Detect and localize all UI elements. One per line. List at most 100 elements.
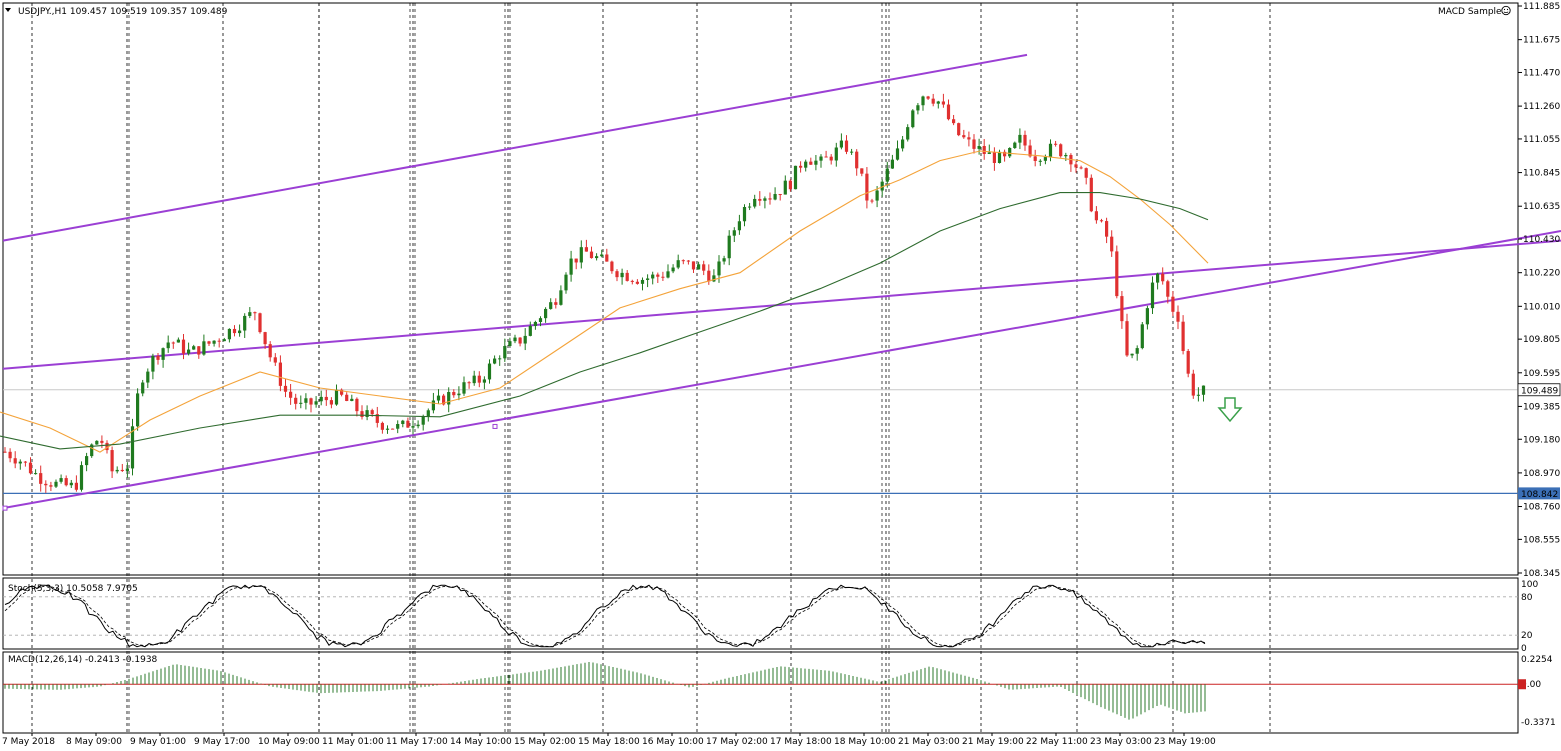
candle-body xyxy=(666,271,670,278)
stochastic-panel[interactable] xyxy=(3,584,1518,648)
candle-body xyxy=(85,456,89,466)
candle-body xyxy=(941,101,945,105)
candle-body xyxy=(375,414,379,423)
candle-body xyxy=(569,258,573,275)
candle-body xyxy=(773,194,777,200)
candle-body xyxy=(467,382,471,384)
price-label: 108.345 xyxy=(1523,569,1560,579)
candle-body xyxy=(906,127,910,140)
candle-body xyxy=(620,272,624,278)
candle-body xyxy=(385,428,390,430)
time-label: 9 May 01:00 xyxy=(130,737,186,747)
candle-body xyxy=(1038,160,1042,162)
candle-body xyxy=(885,168,889,182)
candle-body xyxy=(207,341,211,344)
candle-body xyxy=(1156,273,1160,283)
candle-body xyxy=(712,275,716,282)
candle-body xyxy=(120,469,124,471)
candle-body xyxy=(49,485,53,487)
candle-body xyxy=(625,272,629,281)
price-panel[interactable] xyxy=(0,53,1561,511)
candle-body xyxy=(202,341,206,355)
candle-body xyxy=(44,483,48,486)
candle-body xyxy=(605,254,609,262)
dropdown-triangle-icon[interactable] xyxy=(5,8,11,12)
candle-body xyxy=(294,397,298,404)
candle-body xyxy=(1084,168,1088,178)
candle-body xyxy=(1110,236,1114,252)
candle-body xyxy=(125,468,129,471)
ma-fast-line xyxy=(0,150,1209,453)
candle-body xyxy=(1105,221,1109,237)
time-label: 17 May 02:00 xyxy=(706,737,768,747)
candle-body xyxy=(141,382,145,394)
time-label: 23 May 03:00 xyxy=(1090,737,1152,747)
candle-body xyxy=(804,161,808,168)
price-label: 110.635 xyxy=(1523,202,1560,212)
time-label: 17 May 18:00 xyxy=(770,737,832,747)
candle-body xyxy=(646,278,650,280)
macd-tick-label: -0.3371 xyxy=(1521,718,1556,728)
candle-body xyxy=(1003,151,1007,157)
candle-body xyxy=(518,337,522,344)
candle-body xyxy=(146,371,150,383)
candle-body xyxy=(758,198,762,201)
time-label: 9 May 17:00 xyxy=(194,737,250,747)
time-label: 10 May 09:00 xyxy=(258,737,320,747)
candle-body xyxy=(289,391,293,398)
candle-body xyxy=(824,156,828,158)
macd-panel[interactable] xyxy=(3,662,1518,720)
candle-body xyxy=(442,395,446,405)
candle-body xyxy=(365,410,369,418)
candle-body xyxy=(314,401,318,405)
candle-body xyxy=(13,458,17,464)
candle-body xyxy=(1161,273,1165,282)
candle-body xyxy=(737,221,741,231)
candle-body xyxy=(1130,353,1134,356)
time-label: 15 May 18:00 xyxy=(578,737,640,747)
candle-body xyxy=(1094,211,1098,221)
candle-body xyxy=(722,258,726,262)
candle-body xyxy=(707,270,711,282)
candle-body xyxy=(844,140,849,152)
candle-body xyxy=(1059,144,1063,157)
macd-label: MACD(12,26,14) -0.2413 -0.1938 xyxy=(8,655,158,665)
candle-body xyxy=(319,396,323,402)
time-label: 14 May 10:00 xyxy=(450,737,512,747)
candle-body xyxy=(1089,177,1093,212)
stoch-k-line xyxy=(4,584,1206,648)
candle-body xyxy=(350,398,354,401)
candle-body xyxy=(814,160,818,165)
candle-body xyxy=(447,392,451,405)
candle-body xyxy=(299,402,303,404)
time-label: 7 May 2018 xyxy=(2,737,55,747)
macd-tick-label: 0.2254 xyxy=(1521,655,1553,665)
candle-body xyxy=(482,379,486,383)
channel-lower-line xyxy=(2,230,1561,510)
candle-body xyxy=(1064,154,1068,157)
candle-body xyxy=(472,375,476,384)
candle-body xyxy=(1099,220,1104,222)
candle-body xyxy=(901,139,905,149)
macd-tick-label: 0.00 xyxy=(1521,680,1541,690)
candle-body xyxy=(187,349,191,354)
candle-body xyxy=(972,139,976,149)
stochastic-label: Stoch(5,3,3) 10.5058 7.9705 xyxy=(8,584,138,594)
candle-body xyxy=(962,135,966,138)
candle-body xyxy=(380,422,384,430)
candle-body xyxy=(1054,143,1058,145)
candle-body xyxy=(1079,167,1083,169)
candle-body xyxy=(921,96,925,106)
candle-body xyxy=(69,482,73,486)
channel-upper-line xyxy=(2,53,1028,242)
candle-body xyxy=(630,280,634,282)
candle-body xyxy=(1028,145,1032,157)
candle-body xyxy=(1145,308,1149,325)
candle-body xyxy=(635,281,639,284)
candle-body xyxy=(661,276,665,278)
time-label: 21 May 19:00 xyxy=(962,737,1024,747)
candle-body xyxy=(559,290,563,305)
candle-body xyxy=(309,398,313,405)
candle-body xyxy=(345,394,349,401)
